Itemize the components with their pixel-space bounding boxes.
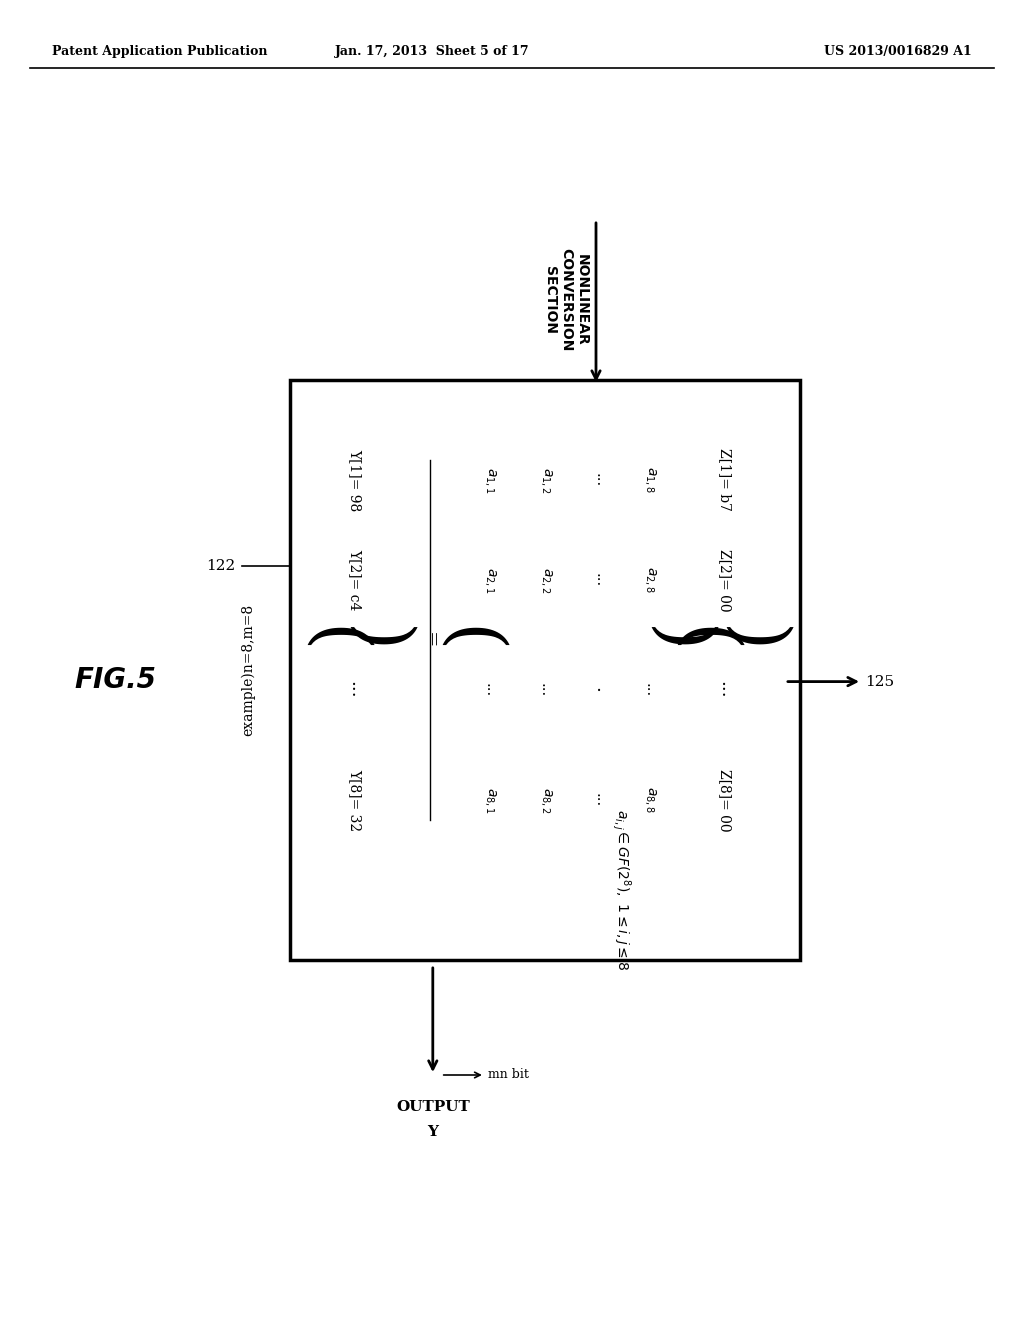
Text: Z[2]= 00: Z[2]= 00 [718, 549, 732, 611]
Text: ...: ... [716, 681, 734, 698]
Text: $a_{1,2}$: $a_{1,2}$ [538, 466, 553, 494]
Text: $a_{2,2}$: $a_{2,2}$ [538, 566, 553, 594]
Text: (: ( [298, 626, 369, 655]
Bar [290, 380, 800, 960]
Text: ...: ... [483, 682, 497, 697]
Text: ): ) [342, 626, 413, 655]
Text: 125: 125 [865, 675, 894, 689]
Text: Z[8]= 00: Z[8]= 00 [718, 768, 732, 832]
Text: $a_{8,8}$: $a_{8,8}$ [642, 787, 657, 813]
Text: NONLINEAR
CONVERSION
SECTION: NONLINEAR CONVERSION SECTION [543, 248, 589, 351]
Text: US 2013/0016829 A1: US 2013/0016829 A1 [824, 45, 972, 58]
Text: ...: ... [346, 681, 364, 698]
Text: Y[2]= c4: Y[2]= c4 [348, 549, 362, 611]
Text: ): ) [643, 626, 714, 655]
Text: ...: ... [538, 682, 552, 697]
Text: (: ( [433, 626, 503, 655]
Text: $a_{8,1}$: $a_{8,1}$ [482, 787, 498, 813]
Text: $a_{2,8}$: $a_{2,8}$ [642, 566, 657, 594]
Text: Y[8]= 32: Y[8]= 32 [348, 770, 362, 832]
Text: =: = [421, 632, 439, 648]
Text: mn bit: mn bit [487, 1068, 528, 1081]
Text: $a_{1,1}$: $a_{1,1}$ [482, 466, 498, 494]
Text: Y: Y [427, 1125, 438, 1139]
Text: $a_{i,j} \in GF(2^{8}),\ 1 \leq i,j \leq 8$: $a_{i,j} \in GF(2^{8}),\ 1 \leq i,j \leq… [610, 809, 633, 970]
Text: Y[1]= 98: Y[1]= 98 [348, 449, 362, 511]
Text: FIG.5: FIG.5 [74, 667, 156, 694]
Text: Jan. 17, 2013  Sheet 5 of 17: Jan. 17, 2013 Sheet 5 of 17 [335, 45, 529, 58]
Text: ): ) [718, 626, 788, 655]
Text: $a_{1,8}$: $a_{1,8}$ [642, 466, 657, 494]
Text: $a_{2,1}$: $a_{2,1}$ [482, 566, 498, 594]
Text: .: . [591, 688, 609, 693]
Text: Z[1]= b7: Z[1]= b7 [718, 449, 732, 511]
Text: $a_{8,2}$: $a_{8,2}$ [538, 787, 553, 813]
Text: ...: ... [593, 793, 607, 807]
Text: OUTPUT: OUTPUT [396, 1100, 470, 1114]
Text: ...: ... [593, 573, 607, 587]
Text: (: ( [668, 626, 738, 655]
Text: Patent Application Publication: Patent Application Publication [52, 45, 267, 58]
Text: 122: 122 [206, 558, 234, 573]
Text: example)n=8,m=8: example)n=8,m=8 [241, 605, 255, 737]
Text: ...: ... [643, 682, 657, 697]
Text: ...: ... [593, 473, 607, 487]
